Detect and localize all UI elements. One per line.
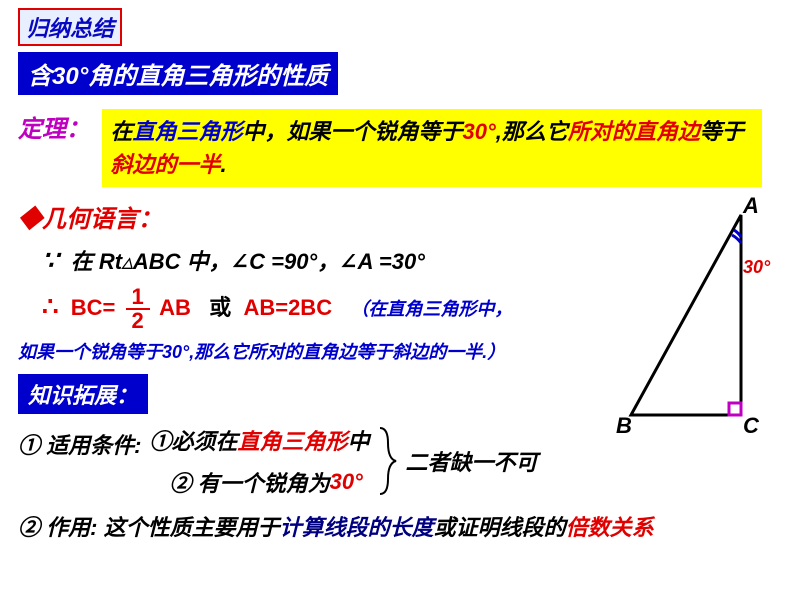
txt: 直角三角形 <box>132 119 242 144</box>
numerator: 1 <box>126 286 150 310</box>
angle-label: 30° <box>743 257 771 277</box>
txt: ①必须在 <box>149 424 237 456</box>
txt: 或证明线段的 <box>434 515 566 540</box>
therefore-icon: ∴ <box>42 291 59 321</box>
txt: AB <box>159 295 191 320</box>
txt: 倍数关系 <box>566 515 654 540</box>
diamond-icon: ◆ <box>18 206 42 233</box>
txt: ABC 中， <box>133 249 231 274</box>
txt: 或 <box>209 295 231 320</box>
txt: 中，如果一个锐角等于 <box>242 119 462 144</box>
cond-label: ① 适用条件: <box>18 428 141 460</box>
cond-1: ①必须在直角三角形中 <box>149 424 369 456</box>
txt: AB=2BC <box>243 295 332 320</box>
cond-2: ② 有一个锐角为30° <box>169 466 369 498</box>
txt: 几何语言： <box>42 206 162 233</box>
txt: C =90°， <box>249 249 339 274</box>
txt: ② 有一个锐角为 <box>169 466 329 498</box>
txt: A =30° <box>358 249 425 274</box>
because-icon: ∵ <box>42 245 59 275</box>
theorem-box: 在直角三角形中，如果一个锐角等于30°,那么它所对的直角边等于斜边的一半. <box>102 109 762 187</box>
txt: ,那么它 <box>496 119 568 144</box>
both-text: 二者缺一不可 <box>406 445 538 477</box>
summary-box: 归纳总结 <box>18 8 122 46</box>
theorem-label: 定理： <box>18 109 98 144</box>
txt: BC= <box>71 295 116 320</box>
vertex-b: B <box>616 413 632 438</box>
effect-line: ② 作用: 这个性质主要用于计算线段的长度或证明线段的倍数关系 <box>18 510 776 542</box>
txt: 在 <box>110 119 132 144</box>
vertex-c: C <box>743 413 760 438</box>
triangle-diagram: A B C 30° <box>611 195 776 445</box>
theorem-row: 定理： 在直角三角形中，如果一个锐角等于30°,那么它所对的直角边等于斜边的一半… <box>18 109 776 187</box>
txt: 30° <box>330 469 363 495</box>
txt: 所对的直角边 <box>568 119 700 144</box>
denominator: 2 <box>126 310 150 332</box>
angle-icon: ∠ <box>339 249 357 274</box>
angle-icon: ∠ <box>231 249 249 274</box>
ext-heading: 知识拓展： <box>18 374 148 414</box>
txt: . <box>220 152 226 177</box>
effect-label: ② 作用: <box>18 515 97 540</box>
triangle-svg: A B C 30° <box>611 195 776 445</box>
txt: 直角三角形 <box>237 424 347 456</box>
txt: 中 <box>347 424 369 456</box>
fraction: 1 2 <box>126 286 150 332</box>
txt: 等于 <box>700 119 744 144</box>
brace-icon <box>378 426 398 496</box>
triangle-icon: △ <box>122 254 133 270</box>
vertex-a: A <box>742 195 759 218</box>
txt: 斜边的一半 <box>110 152 220 177</box>
txt: 计算线段的长度 <box>280 515 434 540</box>
title-banner: 含30°角的直角三角形的性质 <box>18 52 338 95</box>
txt: 这个性质主要用于 <box>97 515 279 540</box>
txt: 30° <box>463 119 496 144</box>
txt: （在直角三角形中， <box>350 299 512 319</box>
txt: 在 Rt <box>71 249 122 274</box>
